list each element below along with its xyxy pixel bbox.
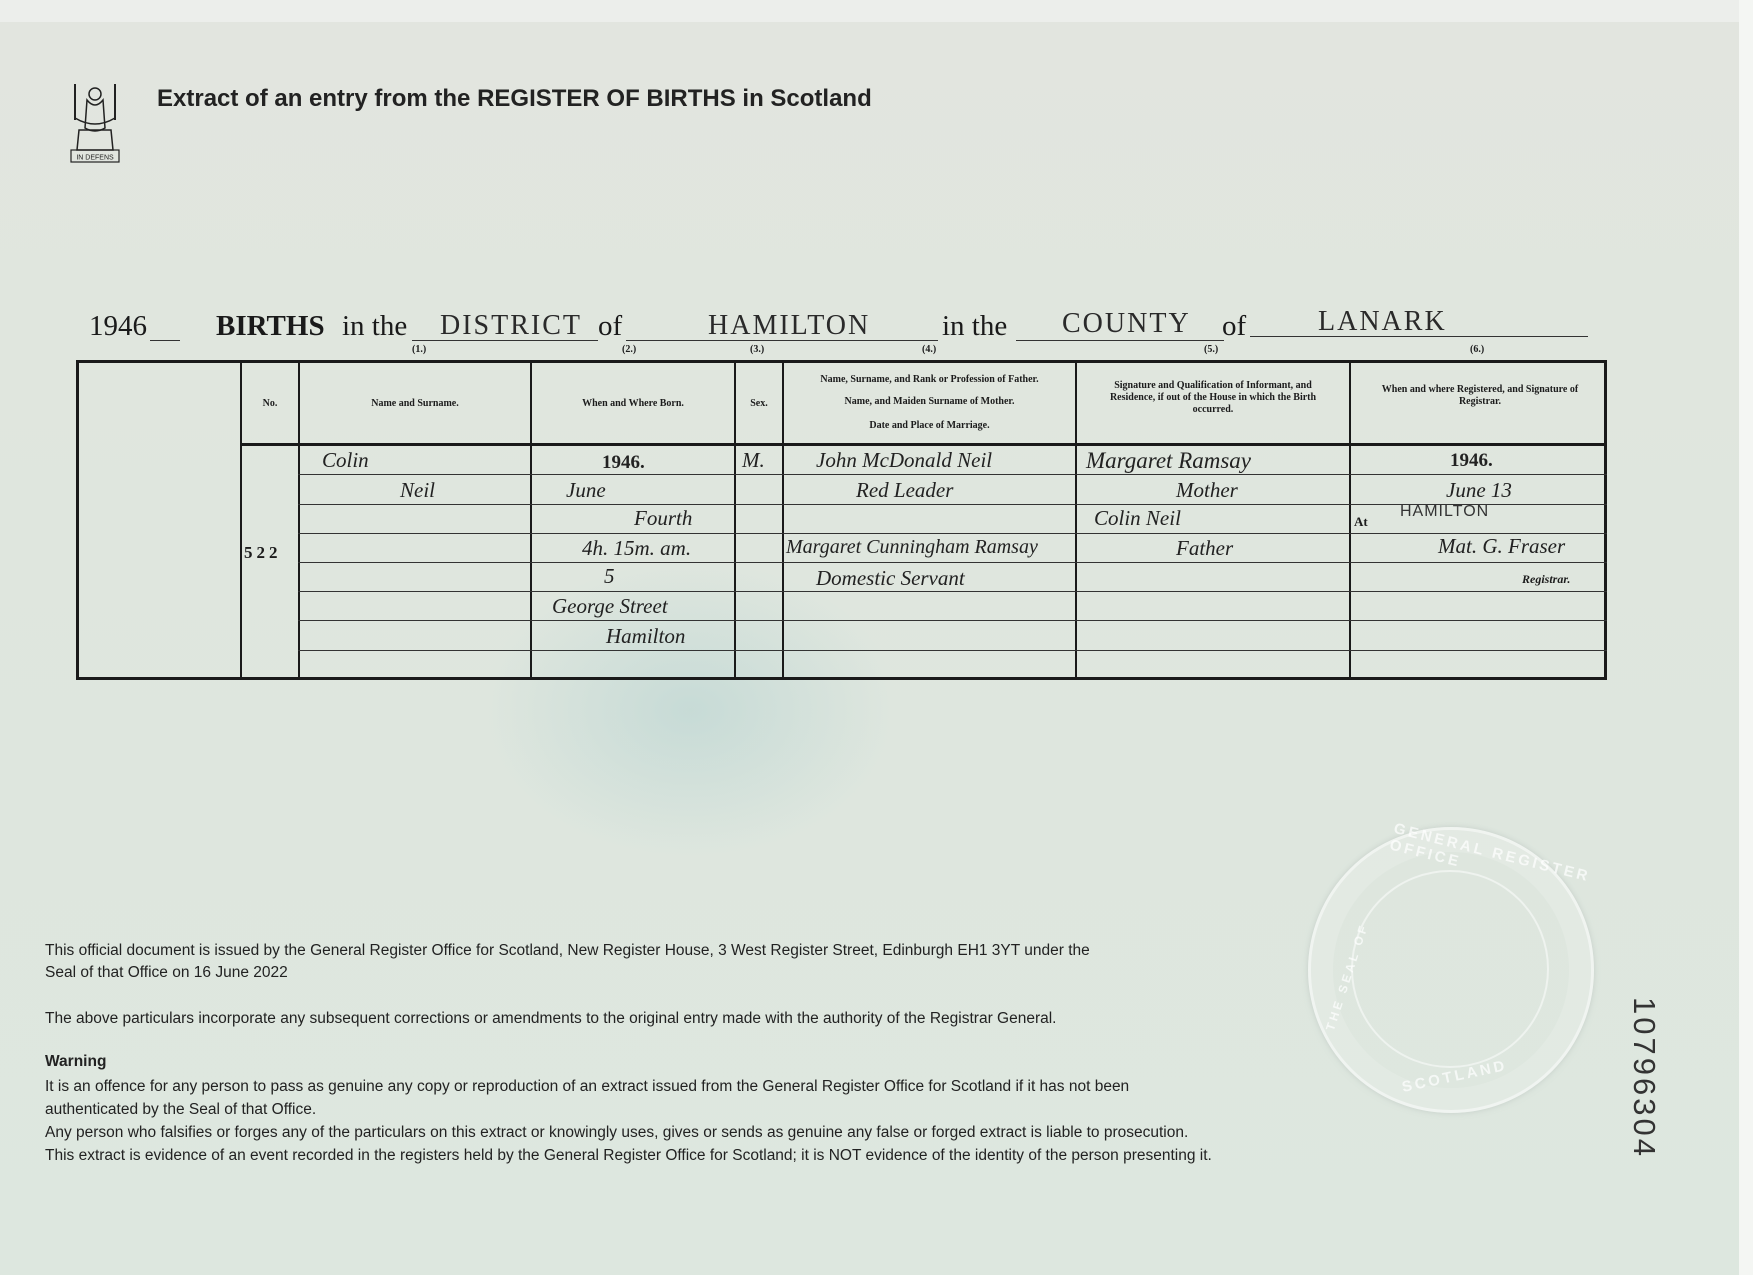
serial-number: 10796304 — [1627, 997, 1662, 1159]
header-registered: When and where Registered, and Signature… — [1381, 384, 1579, 407]
birth-address-street: George Street — [552, 594, 668, 618]
district-type: DISTRICT — [440, 310, 582, 341]
entry-number: 522 — [244, 543, 282, 562]
informant-1-signature: Margaret Ramsay — [1086, 448, 1252, 473]
child-forename: Colin — [322, 448, 369, 472]
county-type: COUNTY — [1062, 308, 1191, 339]
county-name: LANARK — [1318, 306, 1447, 337]
mother-name: Margaret Cunningham Ramsay — [786, 536, 1038, 558]
issued-statement-line-1: This official document is issued by the … — [45, 942, 1090, 959]
mother-occupation: Domestic Servant — [816, 566, 965, 590]
header-marriage: Date and Place of Marriage. — [869, 420, 990, 431]
header-born: When and Where Born. — [582, 398, 684, 409]
header-informant: Signature and Qualification of Informant… — [1109, 380, 1317, 415]
informant-2-signature: Colin Neil — [1094, 506, 1181, 530]
background-thistle-watermark — [480, 560, 900, 860]
header-name: Name and Surname. — [371, 398, 459, 409]
registrar-label: Registrar. — [1522, 572, 1571, 586]
column-number-2: (2.) — [622, 344, 637, 355]
warning-line-2: authenticated by the Seal of that Office… — [45, 1101, 317, 1118]
registration-year: 1946. — [1450, 450, 1493, 471]
page-top-edge — [0, 0, 1753, 22]
birth-address-number: 5 — [604, 564, 615, 588]
child-sex: M. — [742, 448, 765, 472]
registrar-signature: Mat. G. Fraser — [1438, 534, 1566, 558]
warning-title: Warning — [45, 1053, 107, 1070]
birth-day: Fourth — [634, 506, 693, 530]
informant-2-qualification: Father — [1176, 536, 1234, 560]
embossed-seal: GENERAL REGISTER OFFICE SCOTLAND THE SEA… — [1308, 820, 1594, 1113]
header-no: No. — [262, 398, 278, 409]
warning-line-1: It is an offence for any person to pass … — [45, 1078, 1130, 1095]
column-number-4: (4.) — [922, 344, 937, 355]
registration-place: HAMILTON — [1400, 503, 1490, 520]
column-number-5: (5.) — [1204, 344, 1219, 355]
royal-crest-logo: IN DEFENS — [70, 84, 120, 163]
registration-date: June 13 — [1446, 478, 1512, 502]
births-label: BIRTHS — [216, 310, 325, 342]
registration-at-label: At — [1354, 514, 1368, 529]
warning-line-3: Any person who falsifies or forges any o… — [45, 1124, 1189, 1141]
header-father: Name, Surname, and Rank or Profession of… — [820, 374, 1039, 385]
informant-1-qualification: Mother — [1176, 478, 1238, 502]
column-number-3: (3.) — [750, 344, 765, 355]
birth-address-town: Hamilton — [606, 624, 686, 648]
warning-line-4: This extract is evidence of an event rec… — [45, 1147, 1212, 1164]
in-the-label-2: in the — [942, 310, 1008, 342]
header-sex: Sex. — [750, 398, 768, 409]
father-occupation: Red Leader — [856, 478, 954, 502]
page-right-edge — [1739, 0, 1753, 1275]
child-surname: Neil — [400, 478, 435, 502]
of-label: of — [598, 310, 623, 342]
of-label-2: of — [1222, 310, 1247, 342]
corrections-statement: The above particulars incorporate any su… — [45, 1010, 1057, 1027]
in-the-label: in the — [342, 310, 408, 342]
register-year: 1946 — [89, 310, 147, 342]
document-title: Extract of an entry from the REGISTER OF… — [157, 85, 872, 112]
district-name: HAMILTON — [708, 310, 871, 341]
birth-year: 1946. — [602, 452, 645, 473]
register-entry-table — [76, 360, 1607, 680]
logo-motto: IN DEFENS — [76, 155, 114, 162]
birth-month: June — [566, 478, 606, 502]
header-mother: Name, and Maiden Surname of Mother. — [844, 396, 1015, 407]
father-name: John McDonald Neil — [816, 448, 993, 472]
issued-statement-line-2: Seal of that Office on 16 June 2022 — [45, 964, 288, 981]
column-number-6: (6.) — [1470, 344, 1485, 355]
column-number-1: (1.) — [412, 344, 427, 355]
birth-time: 4h. 15m. am. — [582, 536, 692, 560]
